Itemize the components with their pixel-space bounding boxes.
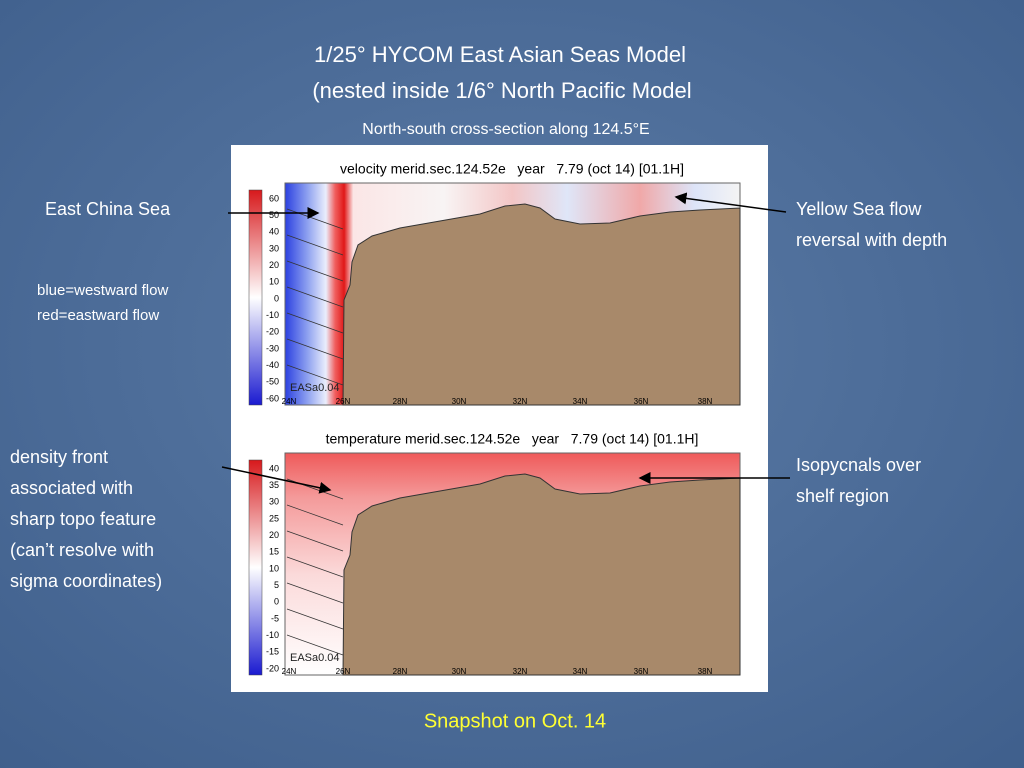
colorbar-label: -40 <box>266 360 279 370</box>
arrow <box>221 466 332 494</box>
annotation: shelf region <box>796 486 889 506</box>
x-axis-label: 26N <box>336 667 351 676</box>
annotation: sigma coordinates) <box>10 571 162 591</box>
x-axis-label: 34N <box>573 667 588 676</box>
contour <box>286 208 344 230</box>
colorbar-label: -10 <box>266 630 279 640</box>
title-line: 1/25° HYCOM East Asian Seas Model <box>314 42 686 67</box>
x-axis-label: 30N <box>452 667 467 676</box>
model-stamp: EASa0.04 <box>290 652 340 664</box>
contour <box>286 634 344 656</box>
contour <box>286 312 344 334</box>
annotation: sharp topo feature <box>10 509 156 529</box>
colorbar-label: 30 <box>269 497 279 507</box>
model-stamp: EASa0.04 <box>290 382 340 394</box>
contour <box>286 478 344 500</box>
title-line: (nested inside 1/6° North Pacific Model <box>312 78 691 103</box>
contour <box>286 234 344 256</box>
colorbar-label: -20 <box>266 663 279 673</box>
x-axis-label: 26N <box>336 397 351 406</box>
x-axis-label: 32N <box>513 397 528 406</box>
contour <box>286 556 344 578</box>
seafloor <box>342 473 741 676</box>
arrow <box>674 192 787 213</box>
annotation: (can’t resolve with <box>10 540 154 560</box>
colorbar <box>248 189 263 406</box>
plot-panel: velocity merid.sec.124.52e year 7.79 (oc… <box>248 161 741 406</box>
plot-title: temperature merid.sec.124.52e year 7.79 … <box>326 431 699 447</box>
contour <box>286 260 344 282</box>
annotation: East China Sea <box>45 199 171 219</box>
x-axis-label: 34N <box>573 397 588 406</box>
colorbar-label: 30 <box>269 243 279 253</box>
plot-title: velocity merid.sec.124.52e year 7.79 (oc… <box>340 161 684 177</box>
subtitle: North-south cross-section along 124.5°E <box>362 121 649 138</box>
seafloor <box>342 203 741 406</box>
annotation: density front <box>10 447 108 467</box>
legend-note: blue=westward flow <box>37 282 168 299</box>
panels: velocity merid.sec.124.52e year 7.79 (oc… <box>248 161 741 676</box>
colorbar-label: 50 <box>269 210 279 220</box>
colorbar-label: -60 <box>266 393 279 403</box>
caption: Snapshot on Oct. 14 <box>424 710 606 732</box>
colorbar-label: -20 <box>266 327 279 337</box>
colorbar-label: -10 <box>266 310 279 320</box>
colorbar-label: 40 <box>269 463 279 473</box>
colorbar-label: 40 <box>269 227 279 237</box>
x-axis-label: 30N <box>452 397 467 406</box>
colorbar-label: -5 <box>271 613 279 623</box>
contour <box>286 530 344 552</box>
colorbar <box>248 459 263 676</box>
contour <box>286 504 344 526</box>
legend-note: red=eastward flow <box>37 307 159 324</box>
contour <box>286 608 344 630</box>
colorbar-label: 5 <box>274 580 279 590</box>
x-axis-label: 24N <box>282 397 297 406</box>
annotation-group: density front associated with sharp topo f… <box>10 447 162 591</box>
colorbar-label: 10 <box>269 277 279 287</box>
colorbar-label: -30 <box>266 343 279 353</box>
colorbar-label: 60 <box>269 193 279 203</box>
colorbar-label: 20 <box>269 260 279 270</box>
colorbar-label: 20 <box>269 530 279 540</box>
x-axis-label: 32N <box>513 667 528 676</box>
x-axis-label: 28N <box>393 667 408 676</box>
colorbar-label: 15 <box>269 547 279 557</box>
x-axis-label: 36N <box>634 667 649 676</box>
contour <box>286 338 344 360</box>
annotation: associated with <box>10 478 133 498</box>
colorbar-label: 25 <box>269 513 279 523</box>
contour <box>286 364 344 386</box>
x-axis-label: 28N <box>393 397 408 406</box>
annotation: Yellow Sea flow <box>796 199 922 219</box>
contour <box>286 582 344 604</box>
x-axis-label: 24N <box>282 667 297 676</box>
colorbar-label: 35 <box>269 480 279 490</box>
x-axis-label: 36N <box>634 397 649 406</box>
annotation: reversal with depth <box>796 230 947 250</box>
annotation: Isopycnals over <box>796 455 921 475</box>
contour <box>286 286 344 308</box>
plot-panel: temperature merid.sec.124.52e year 7.79 … <box>248 431 741 676</box>
x-axis-label: 38N <box>698 397 713 406</box>
colorbar-label: 0 <box>274 597 279 607</box>
x-axis-label: 38N <box>698 667 713 676</box>
colorbar-label: 0 <box>274 293 279 303</box>
colorbar-label: 10 <box>269 563 279 573</box>
colorbar-label: -15 <box>266 647 279 657</box>
colorbar-label: -50 <box>266 377 279 387</box>
